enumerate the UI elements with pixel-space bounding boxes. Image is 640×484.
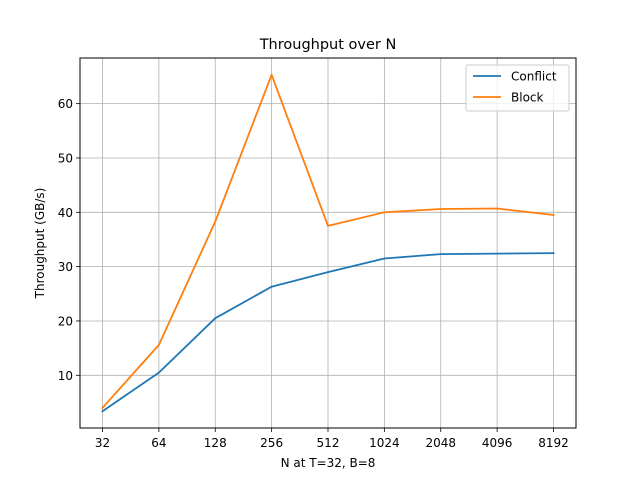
data-point-block xyxy=(270,73,273,76)
data-point-conflict xyxy=(270,285,273,288)
chart-title: Throughput over N xyxy=(259,37,397,53)
x-tick-label: 4096 xyxy=(482,436,513,450)
data-point-conflict xyxy=(439,253,442,256)
legend-label-conflict: Conflict xyxy=(511,70,557,84)
data-point-block xyxy=(552,214,555,216)
x-tick-label: 512 xyxy=(317,436,340,450)
x-tick-label: 256 xyxy=(260,436,283,450)
x-tick-label: 2048 xyxy=(425,436,456,450)
series-lines xyxy=(101,73,555,413)
data-point-block xyxy=(439,208,442,210)
y-tick-label: 10 xyxy=(58,369,73,383)
legend-label-block: Block xyxy=(511,91,544,105)
grid xyxy=(80,58,576,428)
legend: Conflict Block xyxy=(465,64,570,112)
x-tick-label: 32 xyxy=(95,436,110,450)
y-tick-label: 40 xyxy=(58,206,73,220)
x-axis-label: N at T=32, B=8 xyxy=(281,456,376,470)
data-point-block xyxy=(101,407,104,409)
y-axis-ticks: 10 20 30 40 50 60 xyxy=(58,97,80,383)
data-point-block xyxy=(158,344,160,346)
data-point-conflict xyxy=(552,252,555,255)
data-point-conflict xyxy=(496,252,498,255)
y-tick-label: 30 xyxy=(58,260,73,274)
y-axis-label: Throughput (GB/s) xyxy=(33,188,47,300)
data-point-conflict xyxy=(327,271,329,273)
data-point-conflict xyxy=(158,371,160,374)
x-axis-ticks: 32 64 128 256 512 1024 2048 4096 8192 xyxy=(95,428,569,450)
data-point-block xyxy=(496,207,498,210)
y-tick-label: 20 xyxy=(58,314,73,328)
data-point-conflict xyxy=(383,257,386,260)
x-tick-label: 1024 xyxy=(369,436,400,450)
data-point-block xyxy=(383,211,386,214)
x-tick-label: 128 xyxy=(204,436,227,450)
y-tick-label: 50 xyxy=(58,151,73,165)
x-tick-label: 64 xyxy=(151,436,166,450)
x-tick-label: 8192 xyxy=(538,436,569,450)
data-point-conflict xyxy=(101,410,104,413)
data-point-conflict xyxy=(214,317,217,320)
data-point-block xyxy=(214,220,217,223)
y-tick-label: 60 xyxy=(58,97,73,111)
data-point-block xyxy=(327,225,329,227)
